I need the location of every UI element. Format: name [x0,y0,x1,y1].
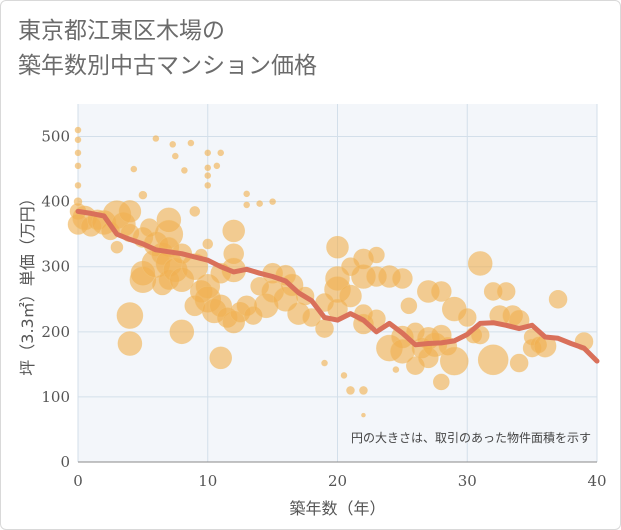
bubble-point [346,386,355,395]
bubble-point [74,126,82,134]
bubble-point [116,302,144,329]
bubble-point [477,344,509,376]
bubble-point [326,235,349,259]
x-tick-labels: 0 10 20 30 40 [73,472,606,490]
y-tick-label: 100 [41,388,70,406]
bubble-point [74,182,82,189]
trend-line [75,208,600,364]
bubble-series [67,126,594,418]
x-axis-label: 築年数（年） [289,499,385,518]
bubble-point [222,219,245,243]
bubble-point [117,331,143,356]
bubble-point [204,172,212,179]
bubble-point [74,136,82,144]
bubble-point [130,165,138,173]
chart-title-line2: 築年数別中古マンション価格 [18,53,317,79]
bubble-point [169,141,177,148]
bubble-point [243,201,250,209]
x-tick-label: 20 [328,472,347,490]
bubble-point [340,372,348,379]
bubble-point [181,167,188,174]
bubble-point [204,149,212,157]
y-tick-label: 300 [41,258,70,276]
bubble-point [138,190,148,200]
bubble-point [509,353,529,373]
bubble-point [110,240,124,254]
x-tick-label: 10 [198,472,217,490]
bubble-point [172,152,179,160]
y-tick-label: 400 [41,193,70,211]
bubble-point [548,289,568,309]
bubble-point [392,366,400,373]
y-tick-labels: 0 100 200 300 400 500 [41,128,70,471]
chart-title-line1: 東京都江東区木場の [18,18,225,44]
bubble-point [321,359,328,367]
bubble-point [204,182,212,189]
bubble-point [361,412,366,418]
bubble-point [400,297,418,315]
bubble-point [189,206,201,217]
bubble-point [202,238,214,250]
bubble-point [496,282,516,301]
bubble-point [339,284,362,308]
y-tick-label: 0 [60,453,70,471]
bubble-point [204,164,212,172]
bubble-point [432,373,450,391]
bubble-point [187,139,195,147]
bubble-point [243,190,250,198]
x-tick-label: 0 [73,472,83,490]
bubble-point [302,308,321,327]
bubble-point [467,251,493,276]
bubble-point [315,319,334,338]
bubble-point [209,346,233,370]
bubble-point [269,198,276,205]
x-tick-label: 40 [587,472,606,490]
bubble-point [359,386,368,395]
bubble-size-note: 円の大きさは、取引のあった物件面積を示す [351,430,591,445]
x-tick-label: 30 [458,472,477,490]
bubble-point [430,281,452,302]
y-tick-label: 500 [41,128,70,146]
y-tick-label: 200 [41,323,70,341]
bubble-point [74,149,82,157]
bubble-point [217,149,225,157]
bubble-point [118,200,142,223]
bubble-point [256,200,263,207]
chart-title: 東京都江東区木場の 築年数別中古マンション価格 [18,14,317,84]
bubble-point [457,308,477,327]
bubble-point [439,346,469,376]
bubble-point [392,268,413,289]
bubble-point [74,162,82,170]
bubble-point [367,309,386,329]
bubble-point [213,162,221,170]
bubble-point [368,246,385,264]
bubble-point [152,135,160,142]
bubble-point [169,319,195,345]
y-axis-label: 坪（3.3㎡）単価（万円） [18,190,37,375]
